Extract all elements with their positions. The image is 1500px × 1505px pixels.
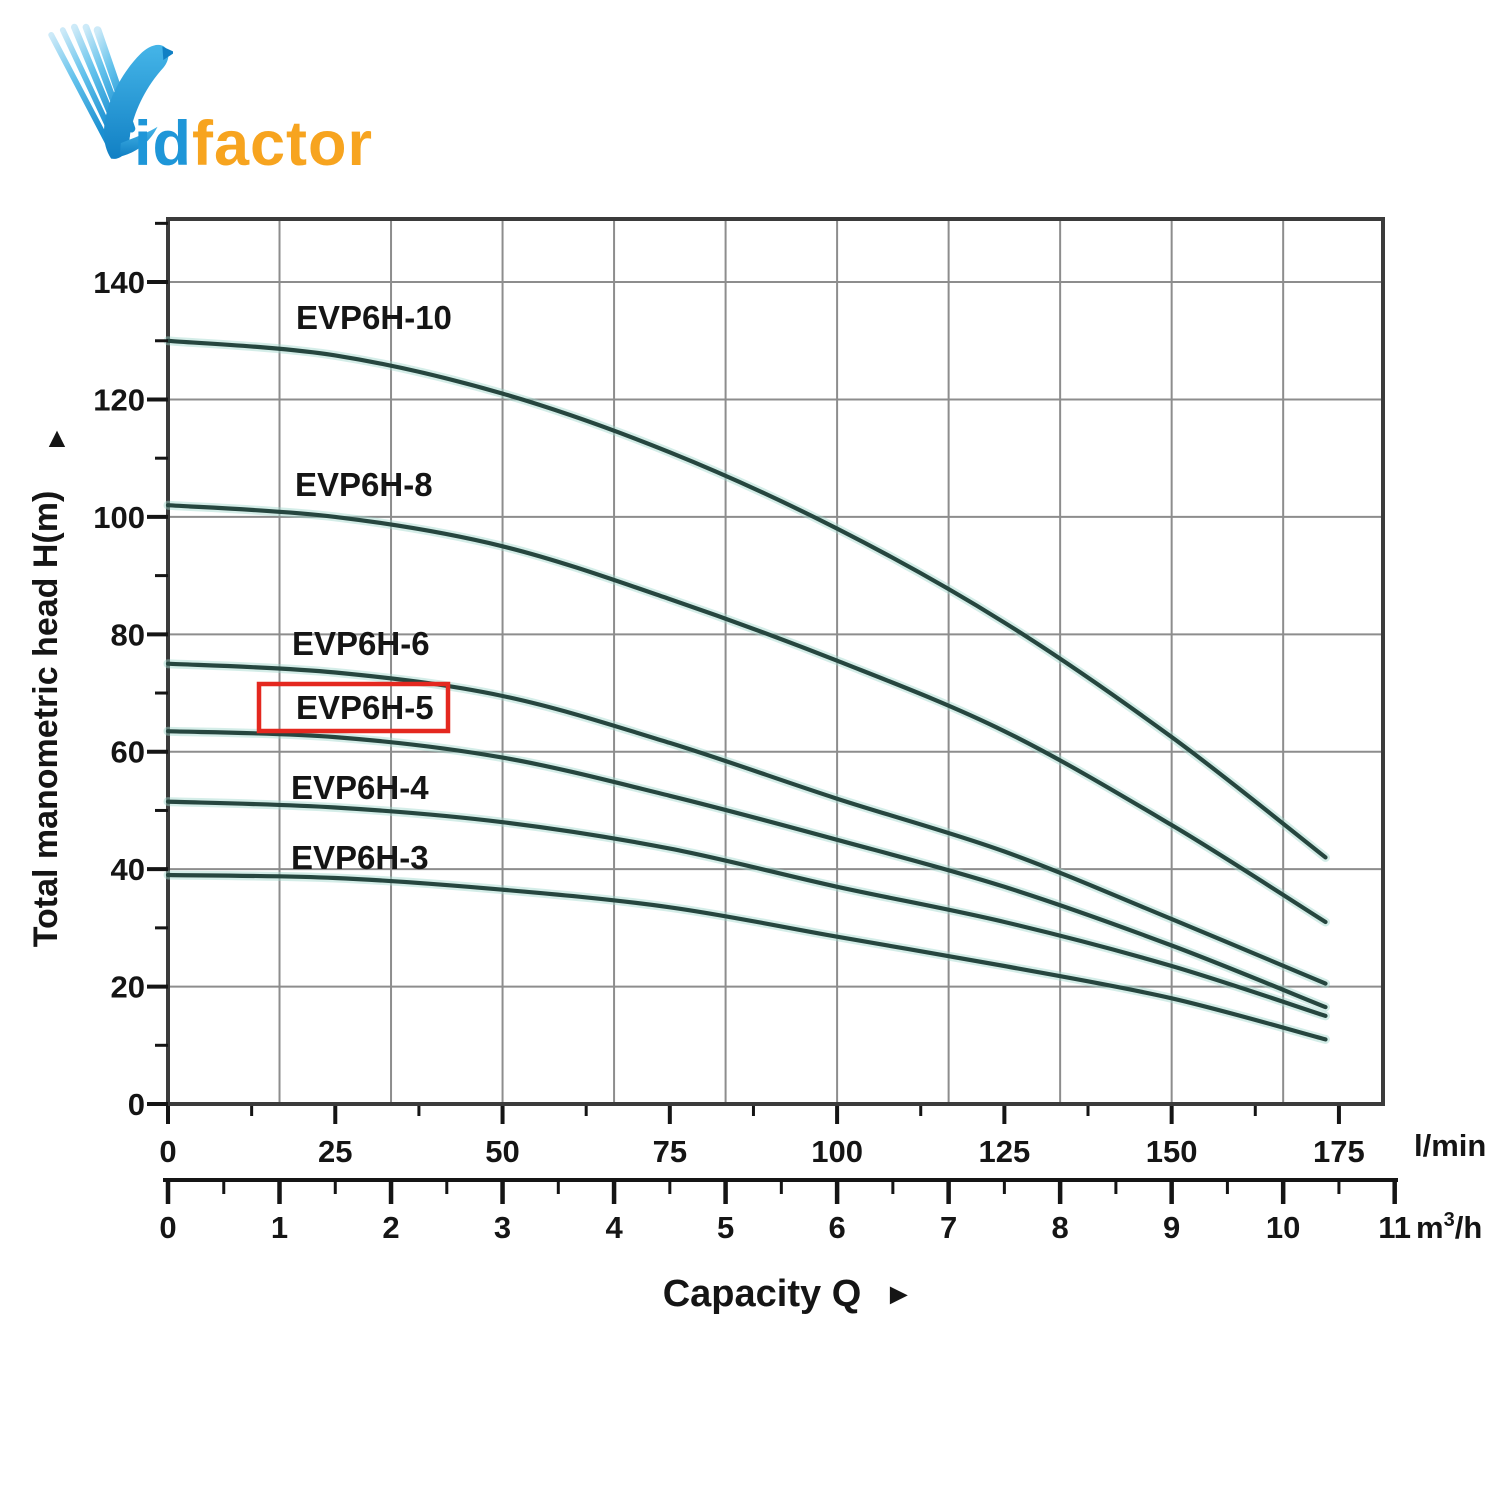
lpm-tick-label-100: 100 (811, 1134, 863, 1169)
y-axis-arrow-icon: ▲ (43, 422, 71, 453)
m3h-tick-label-7: 7 (940, 1210, 957, 1245)
curve-EVP6H-8 (165, 503, 1328, 925)
m3h-tick-label-11: 11 (1378, 1210, 1411, 1245)
x-axis-arrow-icon: ► (884, 1278, 914, 1311)
lpm-unit-label: l/min (1414, 1128, 1486, 1163)
curve-EVP6H-10 (165, 338, 1328, 860)
y-tick-label-100: 100 (93, 500, 145, 535)
x-axis-m3h: 0 1 2 3 4 5 6 7 8 9 10 11 m3/h (159, 1178, 1482, 1245)
curve-EVP6H-3 (165, 872, 1328, 1042)
curve-label-EVP6H-5: EVP6H-5 (296, 689, 434, 726)
m3h-tick-label-6: 6 (828, 1210, 845, 1245)
lpm-tick-label-25: 25 (318, 1134, 352, 1169)
lpm-tick-label-175: 175 (1313, 1134, 1365, 1169)
y-axis: 0 20 40 60 80 100 120 140 (93, 221, 168, 1122)
m3h-tick-label-4: 4 (605, 1210, 623, 1245)
curve-label-EVP6H-8: EVP6H-8 (295, 466, 433, 503)
y-tick-label-140: 140 (93, 265, 145, 300)
m3h-tick-label-1: 1 (271, 1210, 288, 1245)
y-axis-title: Total manometric head H(m) (27, 491, 65, 948)
m3h-tick-label-10: 10 (1266, 1210, 1300, 1245)
curve-EVP6H-5 (165, 729, 1328, 1010)
brand-wordmark: idfactor (134, 113, 373, 176)
pump-curves (163, 336, 1330, 1044)
m3h-tick-label-5: 5 (717, 1210, 734, 1245)
m3h-tick-label-2: 2 (382, 1210, 399, 1245)
highlight-box-EVP6H-5 (256, 681, 451, 734)
brand-text-blue: id (134, 109, 192, 179)
curve-label-EVP6H-3: EVP6H-3 (291, 839, 429, 876)
m3h-tick-label-9: 9 (1163, 1210, 1180, 1245)
m3h-tick-label-0: 0 (159, 1210, 176, 1245)
m3h-unit-label: m3/h (1416, 1209, 1482, 1245)
lpm-tick-label-50: 50 (485, 1134, 519, 1169)
lpm-tick-label-125: 125 (979, 1134, 1031, 1169)
x-axis-title: Capacity Q (663, 1273, 862, 1315)
brand-logo: idfactor (28, 8, 408, 178)
y-tick-label-20: 20 (111, 970, 145, 1005)
grid-lines (168, 219, 1383, 1104)
lpm-tick-label-0: 0 (159, 1134, 176, 1169)
m3h-tick-label-8: 8 (1052, 1210, 1069, 1245)
x-axis-lpm: 0 25 50 75 100 125 150 175 l/min (159, 1106, 1486, 1169)
m3h-tick-label-3: 3 (494, 1210, 511, 1245)
brand-text-orange: factor (192, 109, 374, 179)
y-tick-label-0: 0 (128, 1087, 145, 1122)
lpm-tick-label-150: 150 (1146, 1134, 1198, 1169)
curve-label-EVP6H-10: EVP6H-10 (296, 299, 452, 336)
curve-label-EVP6H-6: EVP6H-6 (292, 625, 430, 662)
lpm-tick-label-75: 75 (653, 1134, 687, 1169)
y-tick-label-80: 80 (111, 617, 145, 652)
curve-EVP6H-4 (165, 799, 1328, 1018)
curve-label-EVP6H-4: EVP6H-4 (291, 769, 429, 806)
y-tick-label-120: 120 (93, 382, 145, 417)
y-tick-label-60: 60 (111, 735, 145, 770)
bird-v-icon (48, 23, 173, 159)
plot-border (166, 217, 1385, 1106)
y-tick-label-40: 40 (111, 852, 145, 887)
curve-EVP6H-6 (165, 661, 1328, 986)
